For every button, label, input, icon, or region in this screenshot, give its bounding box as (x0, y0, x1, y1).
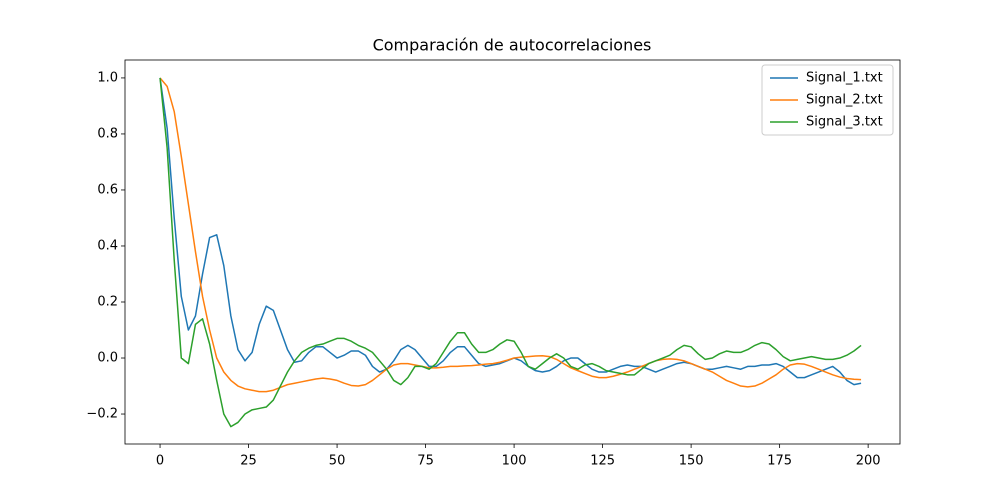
y-tick-label: 0.6 (97, 182, 118, 197)
y-tick-label: 1.0 (97, 70, 118, 85)
plot-area (159, 77, 862, 428)
x-tick-label: 0 (156, 454, 164, 469)
chart-title: Comparación de autocorrelaciones (373, 36, 652, 55)
legend-label: Signal_3.txt (806, 115, 883, 130)
series-line (159, 77, 862, 393)
x-tick-label: 150 (679, 454, 704, 469)
legend-label: Signal_2.txt (806, 93, 883, 108)
x-tick-label: 25 (240, 454, 257, 469)
legend-box (761, 64, 894, 136)
y-tick-label: 0.8 (97, 126, 118, 141)
y-tick-label: 0.2 (97, 294, 118, 309)
x-tick-label: 100 (502, 454, 527, 469)
x-tick-label: 200 (856, 454, 881, 469)
series-line (159, 77, 862, 428)
legend-label: Signal_1.txt (806, 71, 883, 86)
x-tick-label: 175 (767, 454, 792, 469)
x-tick-label: 50 (329, 454, 346, 469)
x-tick-label: 75 (417, 454, 434, 469)
x-tick-label: 125 (590, 454, 615, 469)
axes-frame (124, 59, 901, 445)
y-tick-label: −0.2 (86, 407, 118, 422)
y-tick-label: 0.4 (97, 238, 118, 253)
y-tick-label: 0.0 (97, 351, 118, 366)
